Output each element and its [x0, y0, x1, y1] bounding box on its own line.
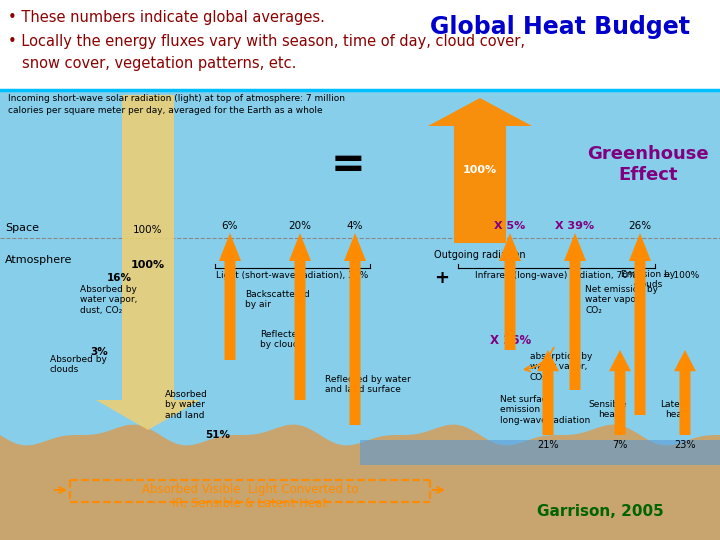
Text: =: = [330, 144, 365, 186]
Polygon shape [360, 440, 720, 465]
Text: X 5%: X 5% [495, 221, 526, 231]
Text: Outgoing radiation: Outgoing radiation [434, 250, 526, 260]
Text: Garrison, 2005: Garrison, 2005 [536, 504, 663, 519]
Text: 20%: 20% [289, 221, 312, 231]
Text: Net emission by
water vapor,
CO₂: Net emission by water vapor, CO₂ [585, 285, 658, 315]
Text: Absorbed by
clouds: Absorbed by clouds [50, 355, 107, 374]
Text: Incoming short-wave solar radiation (light) at top of atmosphere: 7 million
calo: Incoming short-wave solar radiation (lig… [8, 94, 345, 115]
Text: 23%: 23% [674, 440, 696, 450]
Text: Light (short-wave radiation), 30%: Light (short-wave radiation), 30% [216, 271, 368, 280]
Polygon shape [499, 233, 521, 350]
Text: Absorbed Visible  Light Converted to: Absorbed Visible Light Converted to [142, 483, 359, 496]
Text: • Locally the energy fluxes vary with season, time of day, cloud cover,: • Locally the energy fluxes vary with se… [8, 34, 525, 49]
Text: Reflected
by clouds: Reflected by clouds [260, 330, 303, 349]
Text: 6%: 6% [222, 221, 238, 231]
Polygon shape [219, 233, 241, 360]
Text: 26%: 26% [629, 221, 652, 231]
Polygon shape [674, 350, 696, 435]
Text: 21%: 21% [537, 440, 559, 450]
Polygon shape [96, 95, 200, 430]
Text: Backscattered
by air: Backscattered by air [245, 290, 310, 309]
Polygon shape [0, 424, 720, 540]
Polygon shape [629, 233, 651, 415]
Text: IR, Sensible & Latent Heat: IR, Sensible & Latent Heat [172, 497, 328, 510]
Polygon shape [344, 233, 366, 425]
Text: 100%: 100% [131, 260, 165, 270]
Text: Emission by
clouds: Emission by clouds [621, 270, 675, 289]
Polygon shape [289, 233, 311, 400]
Text: 4%: 4% [347, 221, 364, 231]
Text: +: + [434, 269, 449, 287]
Bar [0, 90, 720, 540]
Text: Atmosphere: Atmosphere [5, 255, 73, 265]
Text: 7%: 7% [612, 440, 628, 450]
Text: Latent
heat: Latent heat [660, 400, 690, 420]
Text: 100%: 100% [463, 165, 497, 175]
Text: X 16%: X 16% [490, 334, 531, 347]
Text: Greenhouse
Effect: Greenhouse Effect [588, 145, 708, 184]
Text: Space: Space [5, 223, 39, 233]
Text: Sensible
heat: Sensible heat [589, 400, 627, 420]
Text: X 39%: X 39% [555, 221, 595, 231]
Text: Absorbed
by water
and land: Absorbed by water and land [165, 390, 208, 420]
Text: = 100%: = 100% [663, 271, 699, 280]
Text: Infrared (long-wave) radiation, 70%: Infrared (long-wave) radiation, 70% [475, 271, 636, 280]
Polygon shape [428, 98, 532, 243]
Text: Net surface
emission of
long-wave radiation: Net surface emission of long-wave radiat… [500, 395, 590, 425]
Text: Reflected by water
and land surface: Reflected by water and land surface [325, 375, 410, 394]
Text: 51%: 51% [205, 430, 230, 440]
Text: • These numbers indicate global averages.: • These numbers indicate global averages… [8, 10, 325, 25]
Polygon shape [564, 233, 586, 390]
Polygon shape [609, 350, 631, 435]
Text: absorption by
water vapor,
CO₂: absorption by water vapor, CO₂ [530, 352, 593, 382]
Polygon shape [537, 350, 559, 435]
Text: Global Heat Budget: Global Heat Budget [430, 15, 690, 39]
Text: 16%: 16% [107, 273, 132, 283]
Text: Absorbed by
water vapor,
dust, CO₂: Absorbed by water vapor, dust, CO₂ [80, 285, 138, 315]
Text: snow cover, vegetation patterns, etc.: snow cover, vegetation patterns, etc. [22, 56, 297, 71]
Text: 3%: 3% [90, 347, 108, 357]
Text: 100%: 100% [133, 225, 163, 235]
